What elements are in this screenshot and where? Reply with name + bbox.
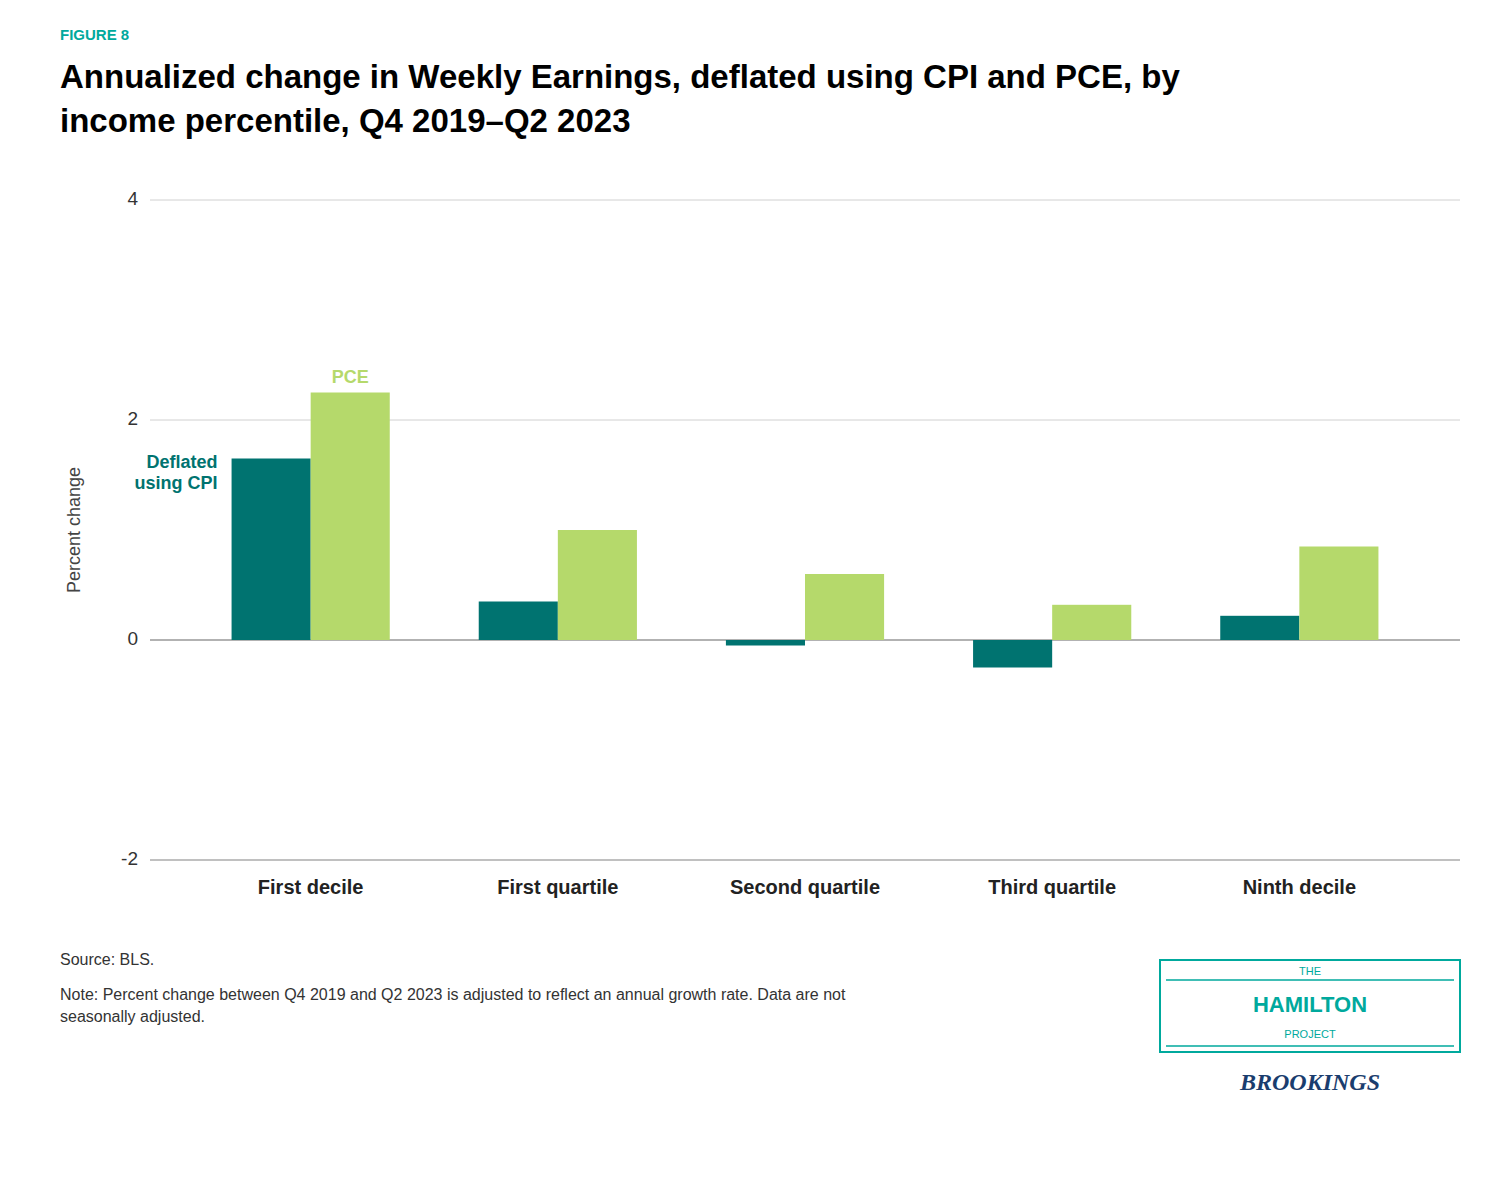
background xyxy=(0,0,1500,1180)
series-label: Deflatedusing CPI xyxy=(135,451,218,492)
logo-text: PROJECT xyxy=(1284,1028,1336,1040)
bar xyxy=(311,393,390,641)
bar xyxy=(805,574,884,640)
bars xyxy=(232,393,1379,668)
logo-text: BROOKINGS xyxy=(1239,1069,1380,1095)
x-axis-line xyxy=(150,860,1460,861)
text-line: Deflated xyxy=(147,451,218,471)
x-tick-label: Second quartile xyxy=(730,876,880,898)
y-tick-label: 4 xyxy=(127,188,138,209)
x-tick-label: Third quartile xyxy=(988,876,1116,898)
bar xyxy=(973,640,1052,668)
bar xyxy=(1052,605,1131,640)
chart: FIGURE 8 Annualized change in Weekly Earn… xyxy=(0,0,1500,1180)
text-line: Annualized change in Weekly Earnings, de… xyxy=(60,58,1180,95)
y-tick-label: 2 xyxy=(127,408,138,429)
x-tick-label: First quartile xyxy=(497,876,618,898)
text-line: using CPI xyxy=(135,472,218,492)
source: Source: BLS. xyxy=(60,951,154,968)
bar xyxy=(232,459,311,641)
grid-line xyxy=(150,860,1460,861)
note: Note: Percent change between Q4 2019 and… xyxy=(60,986,846,1025)
logo-box xyxy=(1160,960,1460,1052)
series-label: PCE xyxy=(332,367,369,387)
bar xyxy=(1220,616,1299,640)
y-axis-label: Percent change xyxy=(64,467,84,593)
title: Annualized change in Weekly Earnings, de… xyxy=(60,58,1180,139)
bar xyxy=(1299,547,1378,641)
text-line: PCE xyxy=(332,367,369,387)
logo-rule xyxy=(1166,1045,1454,1047)
bar xyxy=(479,602,558,641)
figure-label: FIGURE 8 xyxy=(60,26,129,43)
logo: THE HAMILTON PROJECT BROOKINGS xyxy=(1160,960,1460,1095)
text-line: Note: Percent change between Q4 2019 and… xyxy=(60,986,846,1003)
y-tick-label: 0 xyxy=(127,628,138,649)
x-tick-label: Ninth decile xyxy=(1243,876,1356,898)
grid-line xyxy=(150,200,1460,201)
y-tick-label: -2 xyxy=(121,848,138,869)
text-line: seasonally adjusted. xyxy=(60,1008,205,1025)
x-tick-label: First decile xyxy=(258,876,364,898)
bar xyxy=(726,640,805,646)
text-line: income percentile, Q4 2019–Q2 2023 xyxy=(60,102,631,139)
logo-text: HAMILTON xyxy=(1253,992,1367,1017)
logo-rule xyxy=(1166,979,1454,981)
bar xyxy=(558,530,637,640)
logo-text: THE xyxy=(1299,965,1321,977)
